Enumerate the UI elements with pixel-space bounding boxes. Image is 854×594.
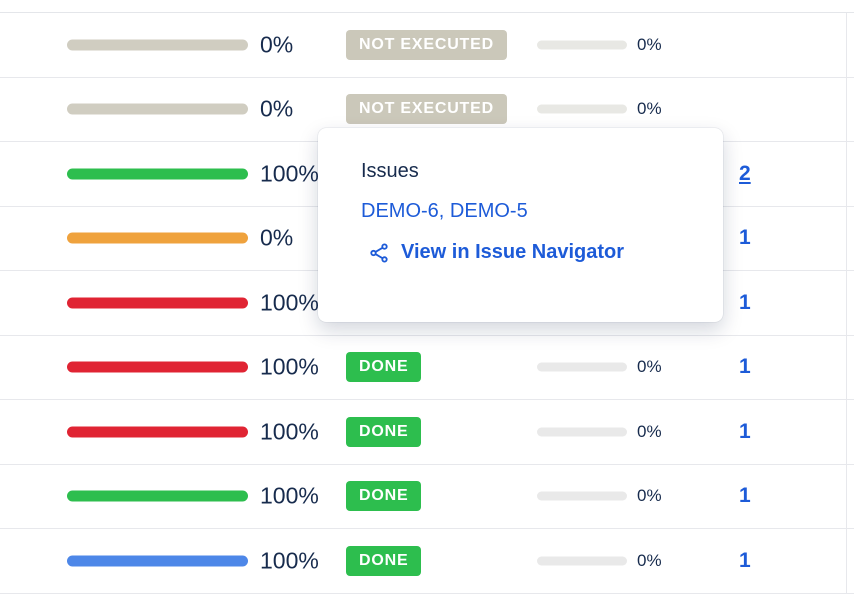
issue-links: DEMO-6, DEMO-5 [361,200,723,223]
table-row: 0% NOT EXECUTED 0% [0,78,854,142]
execution-progress-bar [67,490,248,502]
status-badge: DONE [346,416,422,447]
table-row: 100% DONE 0% 1 [0,465,854,529]
execution-percent: 0% [260,224,294,251]
status-badge: DONE [346,481,422,512]
status-badge: NOT EXECUTED [346,29,507,60]
popup-title: Issues [361,160,419,182]
status-badge: DONE [346,352,422,383]
execution-percent: 100% [260,418,319,445]
secondary-progress-bar [537,104,627,114]
secondary-progress-bar [537,362,627,372]
table-row: 100% DONE 0% 1 [0,529,854,594]
execution-percent: 100% [260,482,319,509]
execution-percent: 0% [260,31,294,58]
view-in-issue-navigator-link[interactable]: View in Issue Navigator [368,241,723,264]
execution-progress-bar [67,232,248,244]
defect-count-link[interactable]: 1 [739,548,751,572]
defect-count-link[interactable]: 1 [739,226,751,250]
secondary-percent: 0% [637,357,662,377]
execution-progress-bar [67,555,248,567]
action-label: View in Issue Navigator [401,241,625,263]
issue-link-demo-5[interactable]: DEMO-5 [449,200,528,222]
execution-percent: 100% [260,353,319,380]
table-row: 100% DONE 0% 1 [0,400,854,465]
secondary-percent: 0% [637,34,662,54]
status-badge: NOT EXECUTED [346,94,507,125]
status-badge: DONE [346,545,422,576]
secondary-percent: 0% [637,550,662,570]
share-icon [368,242,390,264]
row-divider [0,0,854,13]
execution-percent: 100% [260,289,319,316]
execution-progress-bar [67,426,248,438]
execution-progress-bar [67,103,248,115]
issues-popup: Issues DEMO-6, DEMO-5 View in Issue Navi… [318,128,723,322]
secondary-progress-bar [537,40,627,50]
execution-percent: 0% [260,95,294,122]
secondary-percent: 0% [637,421,662,441]
execution-percent: 100% [260,160,319,187]
table-row: 100% 1 [0,271,854,336]
issue-separator: , [438,200,450,222]
defect-count-link[interactable]: 1 [739,484,751,508]
execution-progress-bar [67,361,248,373]
execution-progress-bar [67,168,248,180]
execution-percent: 100% [260,547,319,574]
table-row: 0% NOT EXECUTED 0% [0,13,854,78]
table-row: 100% DONE 0% 1 [0,336,854,400]
secondary-progress-bar [537,556,627,566]
secondary-progress-bar [537,491,627,501]
secondary-progress-bar [537,427,627,437]
execution-progress-bar [67,297,248,309]
defect-count-link[interactable]: 1 [739,290,751,314]
issue-link-demo-6[interactable]: DEMO-6 [361,200,439,222]
execution-progress-bar [67,39,248,51]
secondary-percent: 0% [637,486,662,506]
defect-count-link[interactable]: 1 [739,419,751,443]
defect-count-link[interactable]: 1 [739,355,751,379]
column-divider [846,13,847,594]
secondary-percent: 0% [637,99,662,119]
defect-count-link[interactable]: 2 [739,161,751,185]
